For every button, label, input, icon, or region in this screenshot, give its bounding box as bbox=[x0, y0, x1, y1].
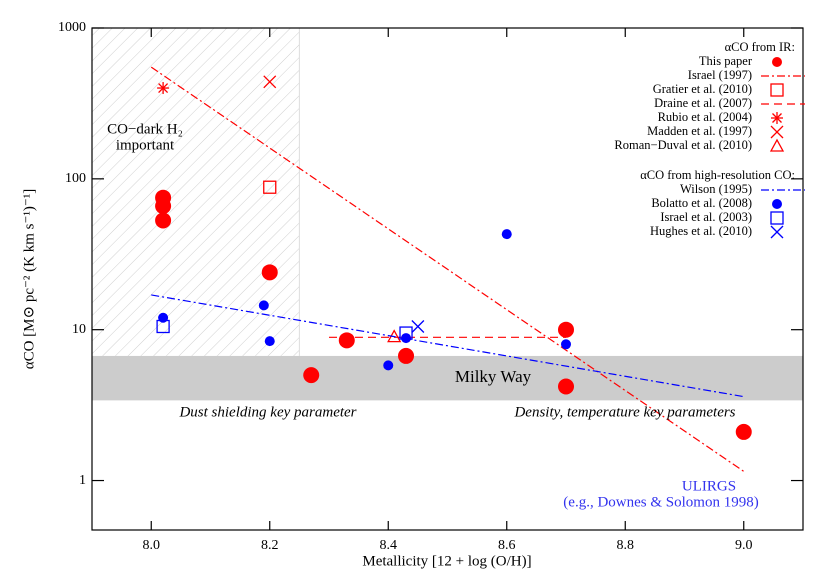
data-point bbox=[501, 229, 512, 240]
data-point bbox=[258, 300, 269, 311]
data-point bbox=[261, 264, 278, 281]
data-point-shape bbox=[401, 333, 412, 344]
band-label: Milky Way bbox=[455, 367, 532, 386]
data-point bbox=[157, 82, 170, 95]
data-point-shape bbox=[383, 360, 394, 371]
legend-marker-stroke bbox=[772, 113, 782, 123]
x-tick-label: 8.4 bbox=[380, 538, 398, 553]
legend-label: Gratier et al. (2010) bbox=[653, 82, 752, 96]
y-axis-label: αCO [M⊙ pc⁻² (K km s⁻¹)⁻¹] bbox=[21, 189, 37, 370]
legend-label: Israel et al. (2003) bbox=[660, 210, 752, 224]
x-tick-label: 8.6 bbox=[498, 538, 516, 553]
data-point bbox=[411, 320, 425, 333]
data-point-shape bbox=[263, 180, 277, 194]
data-point bbox=[156, 319, 170, 334]
milky-way-band bbox=[92, 355, 803, 401]
data-point-shape bbox=[155, 212, 172, 229]
data-point bbox=[735, 423, 752, 440]
data-point bbox=[263, 180, 277, 194]
annotation: (e.g., Downes & Solomon 1998) bbox=[563, 494, 758, 510]
legend-marker-shape bbox=[772, 57, 782, 67]
data-point-shape bbox=[558, 378, 574, 395]
data-point bbox=[155, 198, 172, 215]
region-label: important bbox=[116, 137, 175, 153]
axes-frame bbox=[91, 27, 804, 531]
annotation: Density, temperature key parameters bbox=[513, 404, 735, 420]
region-label: CO−dark H₂ bbox=[107, 121, 183, 137]
legend-marker bbox=[770, 125, 784, 139]
legend-label: Israel (1997) bbox=[688, 68, 752, 82]
legend-label: Rubio et al. (2004) bbox=[658, 110, 752, 124]
data-point bbox=[558, 321, 574, 338]
data-point bbox=[158, 312, 169, 323]
legend-marker-stroke bbox=[770, 225, 784, 239]
data-point bbox=[264, 336, 275, 347]
data-point bbox=[401, 333, 412, 344]
data-point bbox=[338, 332, 355, 349]
legend-title: αCO from high-resolution CO: bbox=[640, 168, 795, 182]
legend-marker-shape bbox=[770, 83, 784, 97]
data-point bbox=[303, 367, 320, 384]
plot-area bbox=[150, 66, 752, 472]
legend-marker-shape bbox=[770, 211, 784, 225]
y-tick-label: 1000 bbox=[58, 20, 86, 35]
data-point-shape bbox=[261, 264, 278, 281]
legend-marker bbox=[771, 112, 783, 124]
legend-label: Hughes et al. (2010) bbox=[650, 224, 752, 238]
data-point bbox=[155, 212, 172, 229]
data-point-shape bbox=[558, 321, 574, 338]
data-point-shape bbox=[156, 319, 170, 334]
legend-title: αCO from IR: bbox=[725, 40, 795, 54]
legend-marker bbox=[770, 211, 784, 225]
data-point-shape bbox=[264, 336, 275, 347]
x-tick-label: 8.8 bbox=[617, 538, 635, 553]
data-point bbox=[558, 378, 574, 395]
x-axis-label: Metallicity [12 + log (O/H)] bbox=[362, 553, 531, 569]
legend-marker bbox=[770, 83, 784, 97]
data-point-shape bbox=[501, 229, 512, 240]
data-point-stroke bbox=[411, 320, 425, 333]
data-point bbox=[398, 347, 415, 364]
y-tick-label: 100 bbox=[65, 171, 86, 186]
legend-marker bbox=[772, 57, 782, 67]
annotation: Dust shielding key parameter bbox=[178, 404, 356, 420]
legend-label: This paper bbox=[699, 54, 753, 68]
data-point-shape bbox=[155, 198, 172, 215]
legend-marker bbox=[770, 225, 784, 239]
legend-marker-stroke bbox=[770, 125, 784, 139]
legend-label: Wilson (1995) bbox=[680, 182, 752, 196]
data-point-shape bbox=[303, 367, 320, 384]
y-tick-label: 1 bbox=[79, 473, 86, 488]
data-point-shape bbox=[258, 300, 269, 311]
data-point bbox=[399, 326, 413, 340]
legend-marker bbox=[769, 138, 785, 152]
x-tick-label: 8.2 bbox=[261, 538, 279, 553]
data-point-shape bbox=[735, 423, 752, 440]
data-point-stroke bbox=[158, 83, 169, 93]
data-point-shape bbox=[399, 326, 413, 340]
data-point-shape bbox=[561, 339, 571, 350]
legend-marker-shape bbox=[772, 199, 782, 209]
legend-label: Roman−Duval et al. (2010) bbox=[614, 138, 752, 152]
data-point-stroke bbox=[263, 75, 277, 89]
y-tick-label: 10 bbox=[72, 322, 86, 337]
plot-background bbox=[92, 28, 803, 401]
data-point-shape bbox=[158, 312, 169, 323]
legend-label: Madden et al. (1997) bbox=[647, 124, 752, 138]
annotation: ULIRGS bbox=[682, 478, 736, 494]
legend-marker bbox=[772, 199, 782, 209]
data-point-shape bbox=[398, 347, 415, 364]
series-line bbox=[151, 294, 744, 398]
data-point bbox=[263, 75, 277, 89]
legend-marker-shape bbox=[769, 138, 785, 152]
legend-label: Draine et al. (2007) bbox=[654, 96, 752, 110]
data-point-shape bbox=[338, 332, 355, 349]
data-point bbox=[561, 339, 571, 350]
x-tick-label: 8.0 bbox=[143, 538, 161, 553]
x-tick-label: 9.0 bbox=[735, 538, 753, 553]
data-point bbox=[383, 360, 394, 371]
legend-label: Bolatto et al. (2008) bbox=[651, 196, 752, 210]
series-line bbox=[150, 66, 745, 472]
